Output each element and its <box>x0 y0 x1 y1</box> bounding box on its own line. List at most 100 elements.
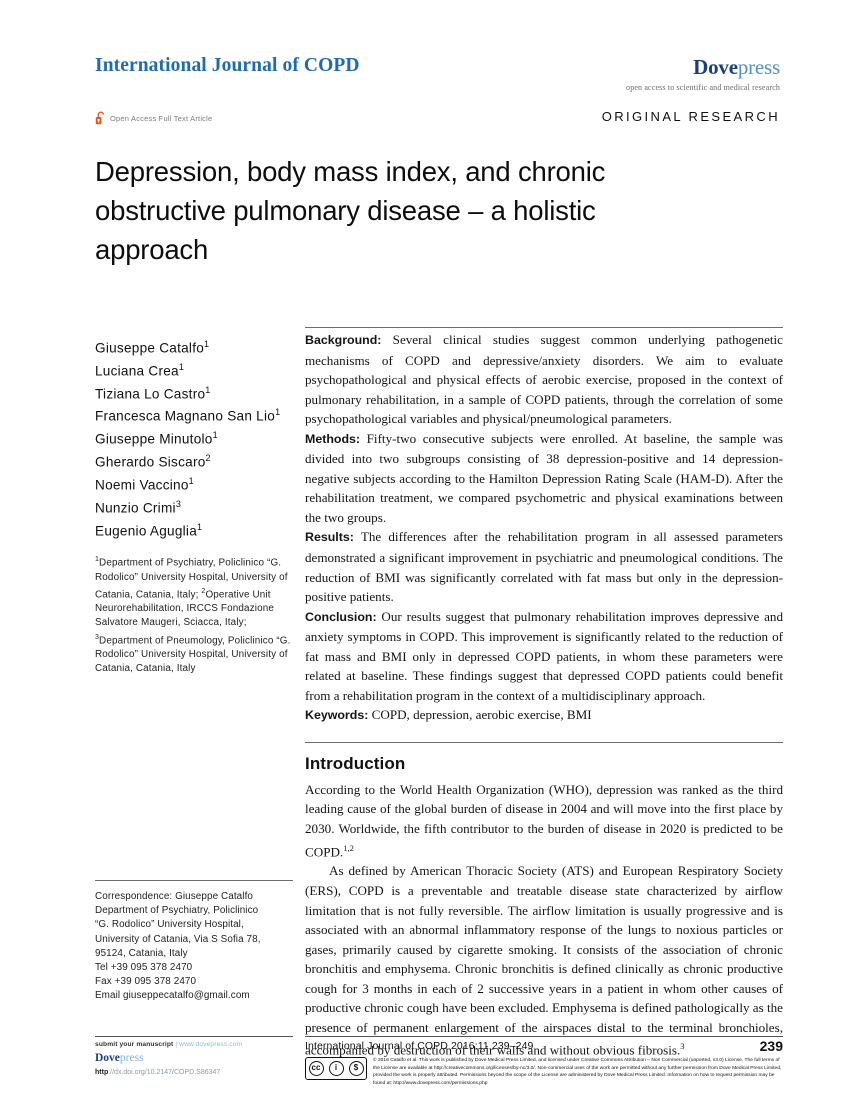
article-title: Depression, body mass index, and chronic… <box>95 156 606 266</box>
author-name: Eugenio Aguglia1 <box>95 518 295 541</box>
author-name: Giuseppe Catalfo1 <box>95 335 295 358</box>
correspondence-line: “G. Rodolico” University Hospital, <box>95 919 244 931</box>
author-affiliation-marker: 1 <box>188 475 194 486</box>
introduction-paragraph-1: According to the World Health Organizati… <box>305 780 783 862</box>
doi-link[interactable]: http://dx.doi.org/10.2147/COPD.S86347 <box>95 1069 220 1076</box>
abstract-keywords: Keywords: COPD, depression, aerobic exer… <box>305 705 783 726</box>
intro-p1-text: According to the World Health Organizati… <box>305 781 783 859</box>
author-name-text: Noemi Vaccino <box>95 477 189 493</box>
author-affiliation-marker: 1 <box>212 430 218 441</box>
correspondence-line: Correspondence: Giuseppe Catalfo <box>95 891 254 902</box>
correspondence-line: University of Catania, Via S Sofia 78, <box>95 933 261 945</box>
author-affiliation-marker: 1 <box>197 521 203 532</box>
masthead: International Journal of COPD Dovepress … <box>95 55 780 97</box>
abstract-methods-label: Methods: <box>305 431 361 446</box>
affiliation-marker: 2 <box>201 587 206 595</box>
footer-rule-right <box>305 1036 783 1037</box>
dovepress-logo[interactable]: Dovepress open access to scientific and … <box>626 55 780 92</box>
dovepress-logo-press: press <box>737 55 780 79</box>
author-name: Gherardo Siscaro2 <box>95 449 295 472</box>
submit-manuscript-label: submit your manuscript <box>95 1041 174 1048</box>
abstract-conclusion-label: Conclusion: <box>305 609 377 624</box>
cc-mark-nc: $ <box>348 1061 364 1076</box>
footer-citation: International Journal of COPD 2016:11 23… <box>305 1040 534 1052</box>
cc-mark-cc: cc <box>308 1061 324 1076</box>
article-type-label: ORIGINAL RESEARCH <box>601 109 780 124</box>
correspondence-line: 95124, Catania, Italy <box>95 947 188 959</box>
submit-manuscript-line[interactable]: submit your manuscript | www.dovepress.c… <box>95 1041 295 1048</box>
introduction-heading: Introduction <box>305 753 406 773</box>
author-name-text: Tiziana Lo Castro <box>95 386 206 402</box>
author-affiliation-marker: 1 <box>178 361 185 372</box>
author-name: Nunzio Crimi3 <box>95 495 295 518</box>
open-access-row: Open Access Full Text Article ORIGINAL R… <box>95 109 780 129</box>
author-name-text: Giuseppe Catalfo <box>95 340 205 356</box>
author-name: Tiziana Lo Castro1 <box>95 381 295 404</box>
author-affiliation-marker: 3 <box>175 498 182 509</box>
author-name-text: Eugenio Aguglia <box>95 523 198 539</box>
doi-prefix: http <box>95 1069 109 1076</box>
abstract-keywords-text: COPD, depression, aerobic exercise, BMI <box>368 707 592 723</box>
dovepress-logo-dove: Dove <box>693 55 738 79</box>
author-name: Noemi Vaccino1 <box>95 472 295 495</box>
intro-p2-citation[interactable]: 3 <box>680 1041 685 1052</box>
abstract-conclusion: Conclusion: Our results suggest that pul… <box>305 607 783 706</box>
correspondence-line: Tel +39 095 378 2470 <box>95 962 193 974</box>
abstract-background-text: Several clinical studies suggest common … <box>305 332 783 427</box>
intro-p2-text: As defined by American Thoracic Society … <box>305 863 783 1058</box>
abstract-results: Results: The differences after the rehab… <box>305 527 783 606</box>
dovepress-tagline: open access to scientific and medical re… <box>626 83 780 92</box>
abstract-section: Background: Several clinical studies sug… <box>305 330 783 726</box>
abstract-bottom-rule <box>305 741 783 743</box>
author-affiliation-marker: 1 <box>275 407 281 418</box>
author-name-text: Nunzio Crimi <box>95 500 176 516</box>
license-block: cc i $ © 2016 Catalfo et al. This work i… <box>305 1057 783 1087</box>
affiliation-list: 1Department of Psychiatry, Policlinico “… <box>95 553 295 676</box>
abstract-background: Background: Several clinical studies sug… <box>305 330 783 429</box>
author-affiliation-marker: 1 <box>204 339 210 349</box>
correspondence-line: Department of Psychiatry, Policlinico <box>95 905 259 917</box>
affiliation-text: Department of Pneumology, Policlinico “G… <box>95 634 291 674</box>
correspondence-block: Correspondence: Giuseppe Catalfo Departme… <box>95 880 295 1004</box>
correspondence-line: Fax +39 095 378 2470 <box>95 976 197 988</box>
abstract-methods: Methods: Fifty-two consecutive subjects … <box>305 429 783 528</box>
author-name: Giuseppe Minutolo1 <box>95 426 295 449</box>
affiliation-text: Operative Unit Neurorehabilitation, IRCC… <box>95 589 275 629</box>
cc-mark-by: i <box>328 1061 344 1076</box>
correspondence-text: Correspondence: Giuseppe Catalfo Departme… <box>95 890 295 1004</box>
affiliation-text: Department of Psychiatry, Policlinico “G… <box>95 557 288 601</box>
abstract-results-text: The differences after the rehabilitation… <box>305 529 783 605</box>
page-number: 239 <box>759 1038 783 1054</box>
abstract-top-rule <box>305 327 783 328</box>
open-access-label: Open Access Full Text Article <box>110 113 213 123</box>
author-name-text: Giuseppe Minutolo <box>95 431 213 447</box>
affiliation-marker: 1 <box>95 556 100 564</box>
abstract-column: Background: Several clinical studies sug… <box>305 330 783 1060</box>
author-name: Luciana Crea1 <box>95 358 295 381</box>
correspondence-rule <box>95 880 293 881</box>
abstract-keywords-label: Keywords: <box>305 708 369 723</box>
open-access-badge[interactable]: Open Access Full Text Article <box>95 111 212 125</box>
author-list: Giuseppe Catalfo1 Luciana Crea1 Tiziana Lo… <box>95 335 295 540</box>
submit-manuscript-url: | www.dovepress.com <box>175 1041 243 1048</box>
footer-dovepress-logo[interactable]: Dovepress <box>95 1052 144 1064</box>
affiliation-marker: 3 <box>95 633 100 641</box>
footer-press-word: press <box>119 1052 144 1064</box>
author-affiliation-marker: 2 <box>205 453 211 464</box>
intro-p1-citation[interactable]: 1,2 <box>343 842 354 853</box>
author-affiliation-marker: 1 <box>205 384 211 395</box>
abstract-methods-text: Fifty-two consecutive subjects were enro… <box>305 430 783 525</box>
abstract-conclusion-text: Our results suggest that pulmonary rehab… <box>305 608 783 703</box>
footer-dove-word: Dove <box>95 1052 120 1064</box>
doi-rest: ://dx.doi.org/10.2147/COPD.S86347 <box>108 1069 221 1076</box>
author-name-text: Luciana Crea <box>95 363 179 379</box>
creative-commons-icon[interactable]: cc i $ <box>305 1057 367 1080</box>
author-name-text: Gherardo Siscaro <box>95 454 206 470</box>
footer-rule-left <box>95 1036 293 1037</box>
author-name: Francesca Magnano San Lio1 <box>95 403 295 426</box>
license-text: © 2016 Catalfo et al. This work is publi… <box>373 1058 782 1086</box>
abstract-results-label: Results: <box>305 530 354 545</box>
open-lock-icon <box>95 111 106 125</box>
author-column: Giuseppe Catalfo1 Luciana Crea1 Tiziana Lo… <box>95 335 295 676</box>
